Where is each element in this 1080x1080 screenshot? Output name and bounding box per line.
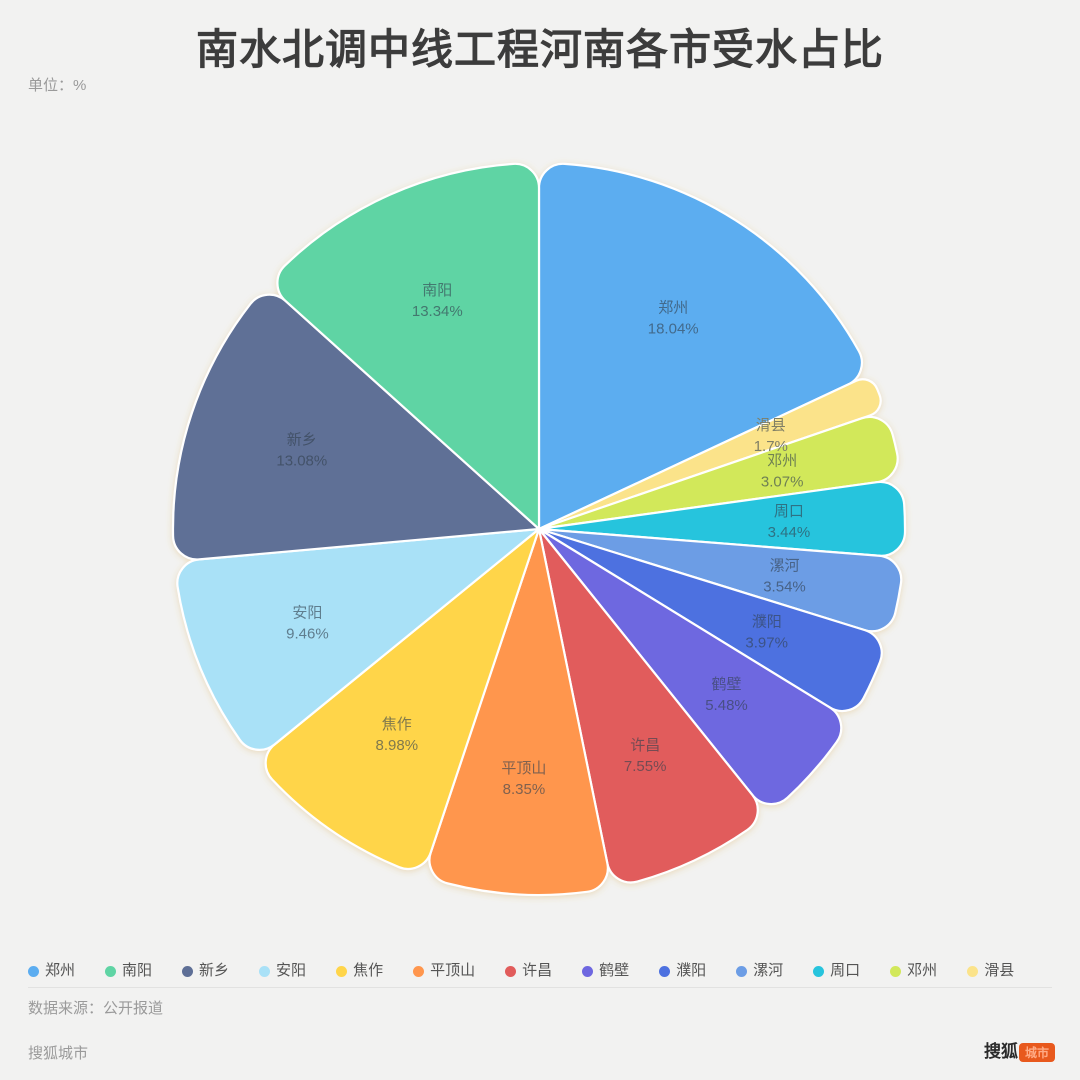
svg-text:焦作: 焦作 (382, 716, 412, 733)
svg-text:邓州: 邓州 (767, 453, 797, 470)
svg-text:9.46%: 9.46% (286, 626, 329, 643)
svg-text:3.97%: 3.97% (745, 635, 788, 652)
svg-text:濮阳: 濮阳 (752, 614, 782, 631)
svg-text:许昌: 许昌 (630, 737, 660, 754)
svg-text:周口: 周口 (774, 503, 804, 520)
svg-text:郑州: 郑州 (658, 300, 688, 317)
svg-text:7.55%: 7.55% (624, 758, 667, 775)
svg-text:8.98%: 8.98% (376, 737, 419, 754)
svg-text:18.04%: 18.04% (648, 321, 699, 338)
svg-text:3.54%: 3.54% (763, 579, 806, 596)
svg-text:5.48%: 5.48% (705, 697, 748, 714)
svg-text:安阳: 安阳 (292, 605, 322, 622)
svg-text:平顶山: 平顶山 (501, 760, 546, 777)
svg-text:新乡: 新乡 (287, 432, 317, 449)
svg-text:漯河: 漯河 (769, 558, 799, 575)
svg-text:滑县: 滑县 (756, 417, 786, 434)
svg-text:13.08%: 13.08% (276, 453, 327, 470)
svg-text:13.34%: 13.34% (412, 303, 463, 320)
svg-text:鹤壁: 鹤壁 (711, 676, 741, 693)
svg-text:南阳: 南阳 (422, 282, 452, 299)
svg-text:3.44%: 3.44% (768, 524, 811, 541)
svg-text:3.07%: 3.07% (761, 474, 804, 491)
svg-text:8.35%: 8.35% (503, 781, 546, 798)
